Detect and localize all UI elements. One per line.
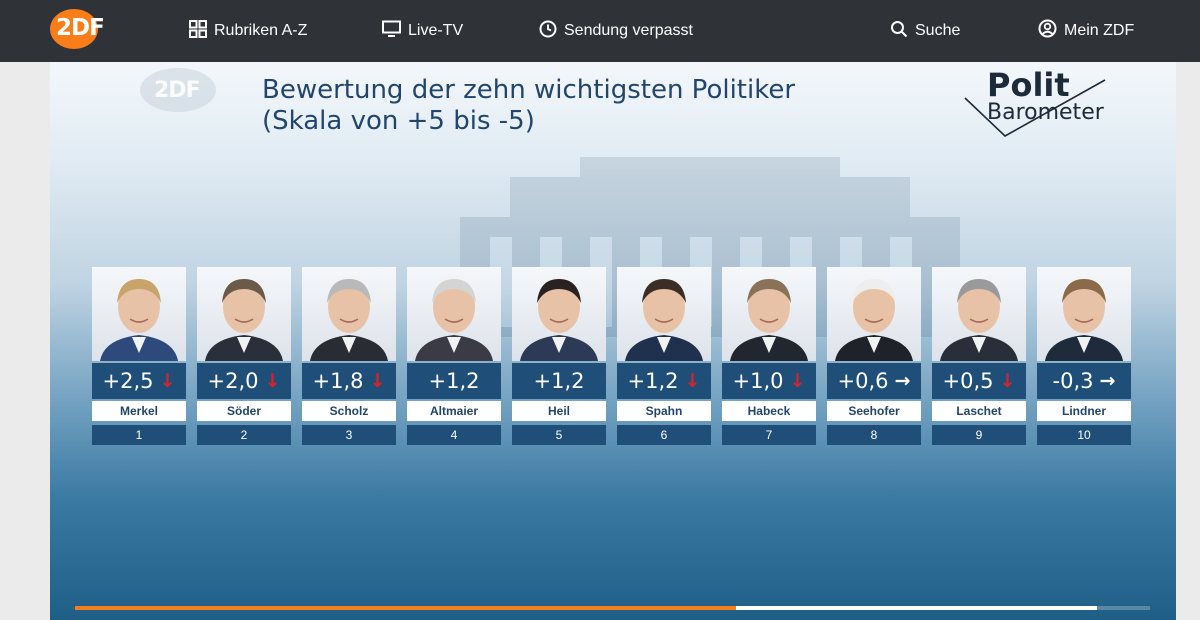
nav-live-tv[interactable]: Live-TV bbox=[382, 0, 463, 62]
politician-rank: 4 bbox=[407, 425, 501, 445]
arrow-down-icon: ↓ bbox=[369, 370, 386, 392]
arrow-right-icon: → bbox=[894, 370, 911, 392]
score-value: +2,0 bbox=[207, 369, 259, 393]
score-value: +1,2 bbox=[627, 369, 679, 393]
arrow-down-icon: ↓ bbox=[999, 370, 1016, 392]
politician-rank: 7 bbox=[722, 425, 816, 445]
tv-icon bbox=[382, 20, 401, 43]
score-badge: +1,0 ↓ bbox=[722, 363, 816, 399]
politician-rank: 9 bbox=[932, 425, 1026, 445]
politician-name: Altmaier bbox=[407, 401, 501, 421]
score-badge: +1,2 bbox=[512, 363, 606, 399]
politician-card: +0,6 → Seehofer 8 bbox=[827, 267, 921, 445]
politician-card: +2,5 ↓ Merkel 1 bbox=[92, 267, 186, 445]
politician-card: +1,2 ↓ Spahn 6 bbox=[617, 267, 711, 445]
arrow-right-icon: → bbox=[1099, 370, 1116, 392]
politician-rank: 10 bbox=[1037, 425, 1131, 445]
score-value: +1,2 bbox=[533, 369, 585, 393]
nav-rubriken-label: Rubriken A-Z bbox=[214, 22, 308, 39]
politician-name: Scholz bbox=[302, 401, 396, 421]
clock-icon bbox=[539, 20, 557, 43]
score-badge: +1,2 bbox=[407, 363, 501, 399]
score-badge: +2,5 ↓ bbox=[92, 363, 186, 399]
graphic-title: Bewertung der zehn wichtigsten Politiker… bbox=[262, 75, 795, 137]
politician-photo bbox=[92, 267, 186, 361]
politician-photo bbox=[1037, 267, 1131, 361]
politician-card: +1,0 ↓ Habeck 7 bbox=[722, 267, 816, 445]
nav-sendung-verpasst[interactable]: Sendung verpasst bbox=[539, 0, 693, 62]
nav-live-tv-label: Live-TV bbox=[408, 22, 464, 39]
politician-name: Merkel bbox=[92, 401, 186, 421]
grid-icon bbox=[189, 19, 207, 43]
politician-name: Habeck bbox=[722, 401, 816, 421]
score-badge: +0,6 → bbox=[827, 363, 921, 399]
nav-rubriken[interactable]: Rubriken A-Z bbox=[189, 0, 307, 62]
zdf-watermark bbox=[140, 68, 216, 112]
politician-photo bbox=[302, 267, 396, 361]
politician-card: +0,5 ↓ Laschet 9 bbox=[932, 267, 1026, 445]
politbarometer-logo-line2: Barometer bbox=[987, 100, 1104, 125]
politician-name: Laschet bbox=[932, 401, 1026, 421]
politician-card: +1,2 Heil 5 bbox=[512, 267, 606, 445]
politician-rank: 3 bbox=[302, 425, 396, 445]
arrow-down-icon: ↓ bbox=[684, 370, 701, 392]
score-value: +0,6 bbox=[837, 369, 889, 393]
arrow-down-icon: ↓ bbox=[159, 370, 176, 392]
score-badge: +1,8 ↓ bbox=[302, 363, 396, 399]
politician-name: Seehofer bbox=[827, 401, 921, 421]
politician-name: Lindner bbox=[1037, 401, 1131, 421]
politician-rank: 8 bbox=[827, 425, 921, 445]
politician-name: Söder bbox=[197, 401, 291, 421]
politician-photo bbox=[827, 267, 921, 361]
politician-photo bbox=[407, 267, 501, 361]
zdf-logo[interactable] bbox=[50, 9, 98, 49]
zdf-logo-text[interactable]: 2DF bbox=[56, 15, 105, 41]
nav-suche-label: Suche bbox=[915, 22, 961, 39]
score-badge: +1,2 ↓ bbox=[617, 363, 711, 399]
politician-rank: 5 bbox=[512, 425, 606, 445]
politician-rank: 6 bbox=[617, 425, 711, 445]
politician-name: Spahn bbox=[617, 401, 711, 421]
nav-suche[interactable]: Suche bbox=[890, 0, 960, 62]
score-badge: +2,0 ↓ bbox=[197, 363, 291, 399]
score-value: +1,8 bbox=[312, 369, 364, 393]
score-value: +0,5 bbox=[942, 369, 994, 393]
graphic-title-line1: Bewertung der zehn wichtigsten Politiker bbox=[262, 75, 796, 105]
user-icon bbox=[1038, 19, 1057, 43]
score-value: +1,2 bbox=[428, 369, 480, 393]
arrow-down-icon: ↓ bbox=[264, 370, 281, 392]
search-icon bbox=[890, 20, 908, 43]
score-value: +2,5 bbox=[102, 369, 154, 393]
score-value: -0,3 bbox=[1052, 369, 1094, 393]
arrow-down-icon: ↓ bbox=[789, 370, 806, 392]
graphic-title-line2: (Skala von +5 bis -5) bbox=[262, 106, 535, 136]
playback-progress-bar[interactable] bbox=[75, 606, 1150, 610]
score-badge: +0,5 ↓ bbox=[932, 363, 1026, 399]
politician-photo bbox=[617, 267, 711, 361]
politician-photo bbox=[512, 267, 606, 361]
politbarometer-check-icon bbox=[964, 79, 1106, 137]
politician-card: +2,0 ↓ Söder 2 bbox=[197, 267, 291, 445]
politician-photo bbox=[722, 267, 816, 361]
politician-rank: 2 bbox=[197, 425, 291, 445]
politbarometer-logo-line1: Polit bbox=[987, 66, 1070, 104]
politician-card: -0,3 → Lindner 10 bbox=[1037, 267, 1131, 445]
nav-mein-zdf[interactable]: Mein ZDF bbox=[1038, 0, 1134, 62]
top-navigation: 2DF Rubriken A-Z Live-TV Sendung verpass… bbox=[0, 0, 1200, 62]
score-badge: -0,3 → bbox=[1037, 363, 1131, 399]
nav-mein-zdf-label: Mein ZDF bbox=[1064, 22, 1135, 39]
nav-sendung-label: Sendung verpasst bbox=[564, 22, 693, 39]
politician-card: +1,2 Altmaier 4 bbox=[407, 267, 501, 445]
politician-rank: 1 bbox=[92, 425, 186, 445]
zdf-watermark-text: 2DF bbox=[154, 78, 201, 103]
politician-photo bbox=[197, 267, 291, 361]
played-progress bbox=[75, 606, 737, 610]
video-player[interactable]: 2DF Bewertung der zehn wichtigsten Polit… bbox=[50, 62, 1176, 620]
politician-name: Heil bbox=[512, 401, 606, 421]
politician-card: +1,8 ↓ Scholz 3 bbox=[302, 267, 396, 445]
politician-photo bbox=[932, 267, 1026, 361]
score-value: +1,0 bbox=[732, 369, 784, 393]
